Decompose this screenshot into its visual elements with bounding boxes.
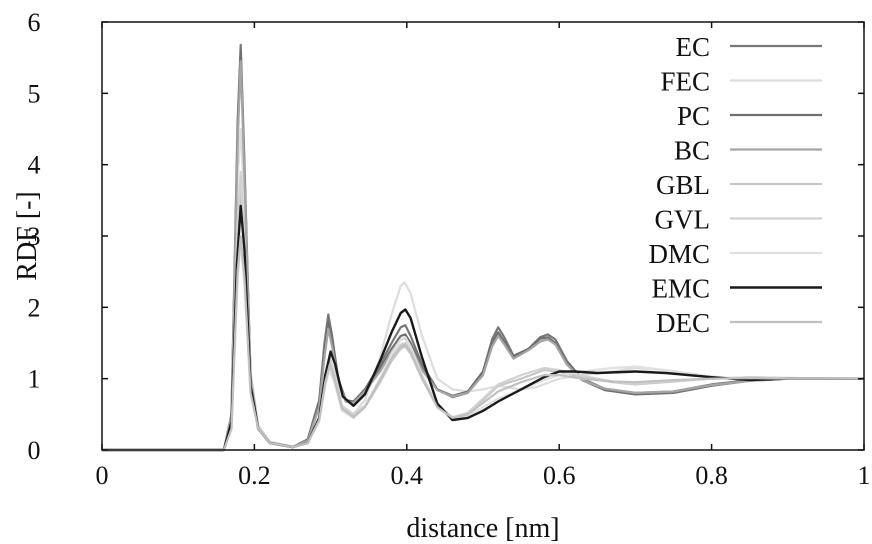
series-layer bbox=[102, 43, 865, 452]
x-axis-label: distance [nm] bbox=[406, 513, 559, 544]
legend-label-gbl: GBL bbox=[656, 170, 710, 200]
legend-label-ec: EC bbox=[675, 32, 710, 62]
axis-ticks: 0 0.2 0.4 0.6 0.8 1 0 1 2 3 4 5 6 bbox=[28, 8, 871, 490]
x-tick-label: 1 bbox=[858, 461, 871, 490]
series-line-dec bbox=[102, 234, 864, 452]
y-tick-label: 4 bbox=[28, 151, 41, 180]
y-axis-label: RDF [-] bbox=[12, 191, 43, 280]
legend: EC FEC PC BC GBL GVL DMC EMC DEC bbox=[648, 32, 822, 338]
legend-label-pc: PC bbox=[677, 101, 710, 131]
series-line-dmc bbox=[102, 242, 864, 452]
y-tick-label: 1 bbox=[28, 365, 41, 394]
y-tick-label: 2 bbox=[28, 293, 41, 322]
series-line-bc bbox=[102, 60, 864, 452]
legend-label-gvl: GVL bbox=[655, 205, 711, 235]
legend-label-fec: FEC bbox=[660, 67, 710, 97]
y-tick-label: 3 bbox=[28, 222, 41, 251]
plot-frame bbox=[101, 21, 865, 451]
x-tick-label: 0.6 bbox=[543, 461, 576, 490]
series-line-emc bbox=[102, 204, 864, 452]
x-tick-label: 0.4 bbox=[391, 461, 424, 490]
legend-label-dec: DEC bbox=[656, 308, 710, 338]
legend-label-emc: EMC bbox=[651, 274, 710, 304]
legend-label-bc: BC bbox=[674, 136, 710, 166]
x-tick-label: 0.2 bbox=[238, 461, 271, 490]
x-tick-label: 0 bbox=[96, 461, 109, 490]
legend-label-dmc: DMC bbox=[648, 239, 710, 269]
x-tick-label: 0.8 bbox=[695, 461, 728, 490]
y-tick-label: 0 bbox=[28, 436, 41, 465]
y-tick-label: 6 bbox=[28, 8, 41, 37]
y-tick-label: 5 bbox=[28, 79, 41, 108]
